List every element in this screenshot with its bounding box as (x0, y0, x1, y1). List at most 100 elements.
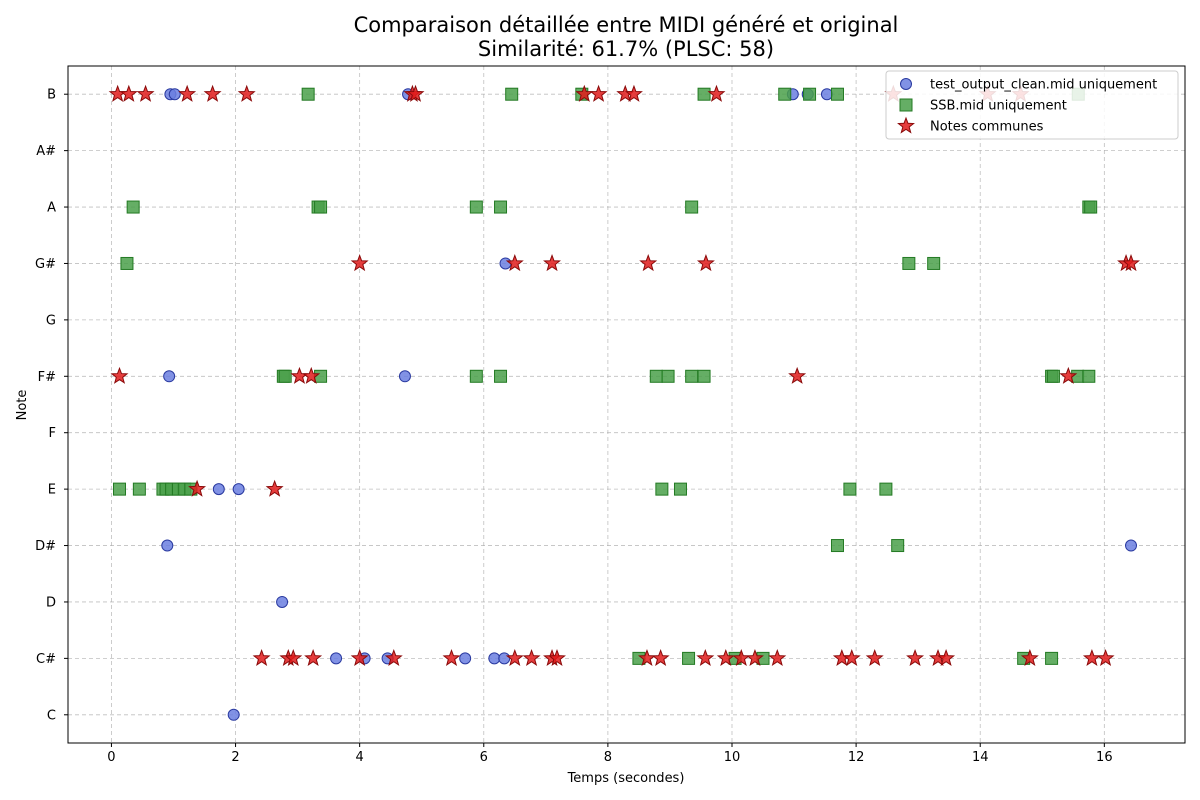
star-data-point (548, 648, 566, 667)
x-tick-label: 14 (972, 750, 989, 765)
star-data-point (1082, 648, 1101, 667)
square-data-point (682, 651, 696, 665)
star-data-point (136, 84, 155, 102)
square-data-point (655, 482, 669, 496)
square-data-point (879, 482, 893, 496)
y-tick-label: A (47, 201, 56, 216)
star-data-point (119, 84, 138, 102)
x-tick-label: 4 (356, 750, 364, 765)
series-circle-points (161, 88, 1138, 721)
star-data-point (265, 479, 284, 497)
square-data-point (494, 369, 508, 383)
x-tick-label: 2 (231, 750, 239, 765)
square-data-point (697, 87, 711, 101)
series-square-points (113, 87, 1098, 665)
circle-data-point (498, 652, 511, 665)
y-tick-label: B (47, 88, 56, 103)
axis-ticks: 0 2 4 6 8 10 12 14 16 C C# D D# E F F# G G# A A# B (35, 88, 1113, 765)
legend-entry-label: Notes communes (930, 120, 1044, 135)
circle-data-point (398, 370, 411, 383)
square-data-point (803, 87, 817, 101)
star-data-point (188, 479, 207, 497)
legend-entry-label: test_output_clean.mid uniquement (930, 78, 1157, 93)
star-data-point (1096, 648, 1115, 667)
square-data-point (1046, 369, 1060, 383)
star-data-point (442, 648, 461, 667)
square-data-point (278, 369, 292, 383)
y-tick-label: C (47, 708, 56, 723)
circle-data-point (1125, 539, 1138, 552)
y-tick-label: G# (35, 257, 56, 272)
square-data-point (132, 482, 146, 496)
legend: test_output_clean.mid uniquement SSB.mid … (885, 70, 1179, 140)
square-data-point (902, 256, 916, 270)
star-data-point (906, 648, 925, 667)
star-data-point (237, 84, 256, 102)
star-data-point (505, 648, 524, 667)
star-data-point (639, 254, 658, 272)
star-data-point (505, 254, 524, 272)
square-data-point (113, 482, 127, 496)
y-tick-label: G (46, 313, 56, 328)
x-tick-label: 6 (480, 750, 488, 765)
star-data-point (788, 366, 807, 384)
square-data-point (843, 482, 857, 496)
square-data-point (891, 539, 905, 553)
legend-circle-swatch (900, 78, 912, 90)
square-data-point (685, 369, 699, 383)
star-data-point (284, 648, 303, 667)
star-data-point (696, 648, 715, 667)
x-tick-label: 8 (604, 750, 612, 765)
circle-data-point (459, 652, 472, 665)
star-data-point (575, 84, 594, 102)
circle-data-point (330, 652, 343, 665)
square-data-point (1084, 200, 1098, 214)
y-tick-label: E (48, 483, 56, 498)
square-data-point (314, 200, 328, 214)
square-data-point (830, 87, 844, 101)
x-axis-label: Temps (secondes) (567, 771, 685, 786)
circle-data-point (488, 652, 501, 665)
star-data-point (696, 254, 715, 272)
star-data-point (302, 366, 321, 384)
square-data-point (494, 200, 508, 214)
star-data-point (203, 84, 222, 102)
star-data-point (543, 254, 561, 272)
legend-box (885, 70, 1179, 140)
star-data-point (1020, 648, 1039, 667)
y-tick-label: F (49, 426, 56, 441)
chart-subtitle: Similarité: 61.7% (PLSC: 58) (478, 37, 774, 61)
star-data-point (937, 648, 956, 667)
circle-data-point (499, 257, 512, 270)
legend-entry-label: SSB.mid uniquement (930, 99, 1067, 114)
star-data-point (178, 84, 197, 102)
circle-data-point (212, 483, 225, 496)
square-data-point (301, 87, 315, 101)
star-data-point (768, 648, 787, 667)
star-data-point (384, 648, 403, 667)
y-tick-label: C# (36, 652, 56, 667)
square-data-point (661, 369, 675, 383)
star-data-point (304, 648, 323, 667)
star-data-point (716, 648, 735, 667)
square-data-point (697, 369, 711, 383)
star-data-point (522, 648, 541, 667)
square-data-point (830, 539, 844, 553)
star-data-point (1122, 254, 1140, 272)
data-points (108, 84, 1140, 721)
star-data-point (110, 366, 129, 384)
square-data-point (120, 256, 134, 270)
circle-data-point (161, 539, 174, 552)
star-data-point (406, 84, 425, 102)
star-data-point (624, 84, 643, 102)
square-data-point (927, 256, 941, 270)
star-data-point (589, 84, 608, 102)
star-data-point (842, 648, 861, 667)
circle-data-point (227, 708, 240, 721)
y-tick-label: D# (35, 539, 56, 554)
square-data-point (685, 200, 699, 214)
square-data-point (505, 87, 519, 101)
circle-data-point (232, 483, 245, 496)
circle-data-point (276, 595, 289, 608)
